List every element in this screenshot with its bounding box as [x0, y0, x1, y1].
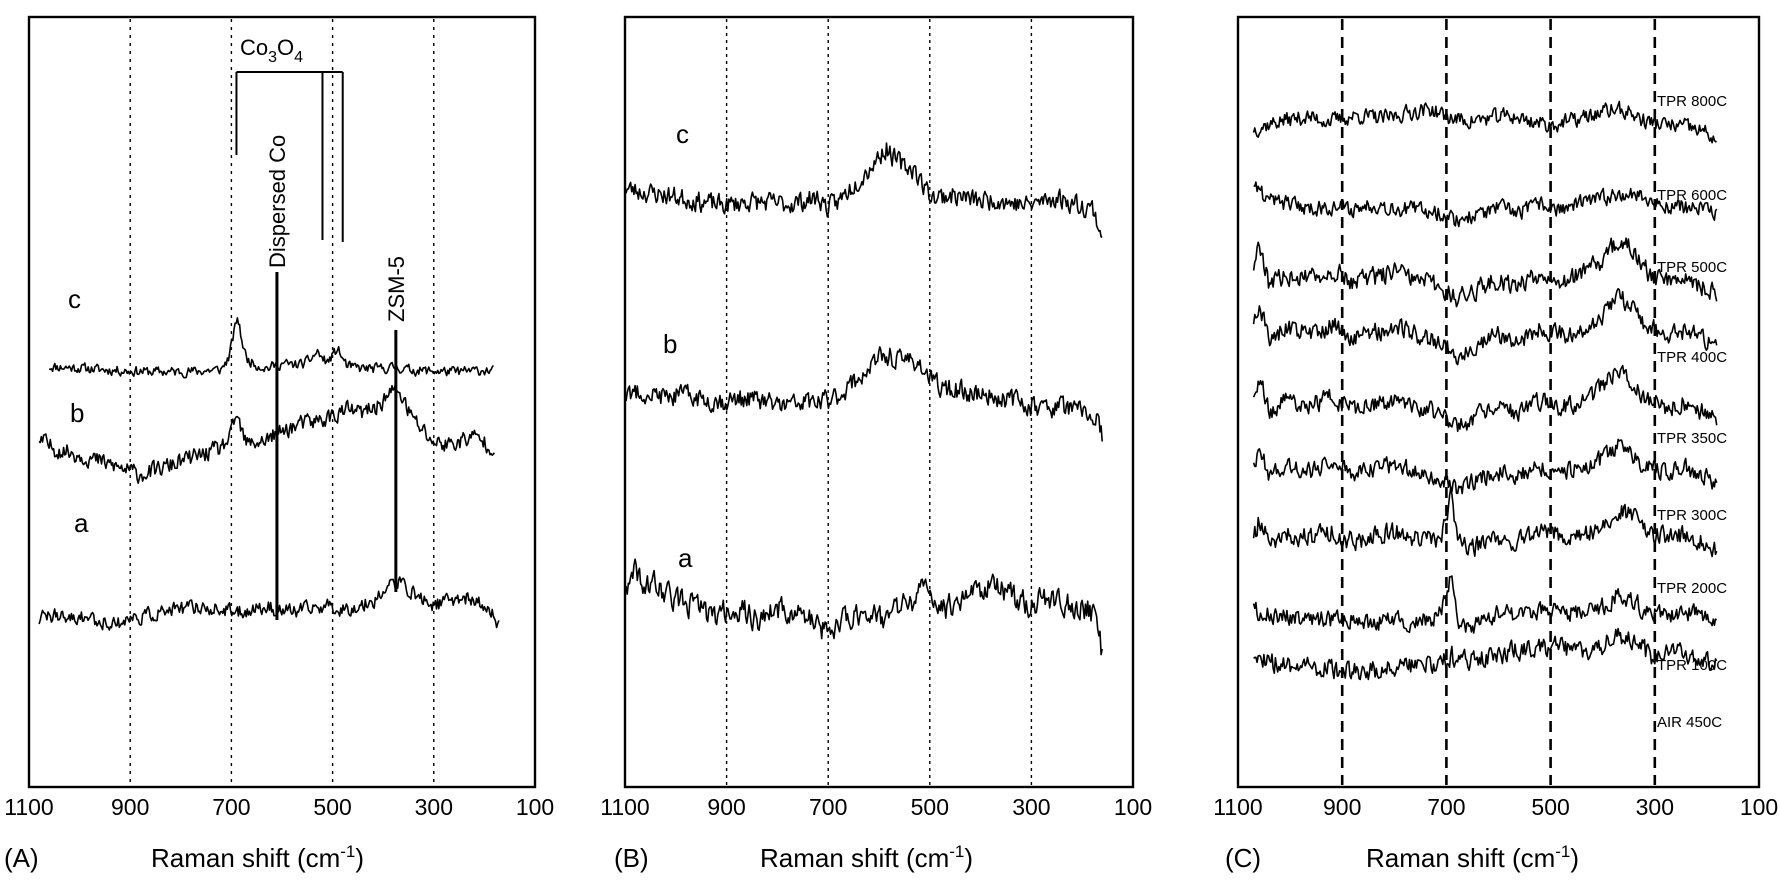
series-label-tpr-300c: TPR 300C	[1657, 507, 1727, 524]
tick-label-700: 700	[212, 794, 250, 820]
curve-label-b: b	[70, 398, 84, 428]
series-label-tpr-200c: TPR 200C	[1657, 580, 1727, 597]
tick-label-300: 300	[1636, 794, 1674, 820]
curve-label-a: a	[74, 508, 89, 538]
series-label-tpr-600c: TPR 600C	[1657, 187, 1727, 204]
series-c	[624, 142, 1103, 238]
series-tpr-350c	[1252, 364, 1718, 433]
series-label-tpr-400c: TPR 400C	[1657, 349, 1727, 366]
panel-a-frame	[27, 15, 537, 789]
zsm5-label: ZSM-5	[384, 256, 409, 322]
tick-label-300: 300	[1012, 794, 1050, 820]
co3o4-label: Co3O4	[240, 35, 303, 66]
curve-label-c: c	[68, 284, 81, 314]
tick-label-500: 500	[313, 794, 351, 820]
panel-a-xlabel: Raman shift (cm-1)	[151, 842, 364, 873]
panel-b-frame	[623, 15, 1135, 789]
tick-label-100: 100	[516, 794, 554, 820]
dispersed-co-label: Dispersed Co	[265, 135, 290, 268]
series-b	[38, 383, 496, 484]
panel-a-label: (A)	[4, 843, 39, 873]
curve-label-a: a	[678, 543, 693, 573]
tick-label-1100: 1100	[600, 794, 649, 820]
tick-label-500: 500	[1531, 794, 1569, 820]
tick-label-300: 300	[415, 794, 453, 820]
tick-label-1100: 1100	[1213, 794, 1262, 820]
curve-label-c: c	[676, 119, 689, 149]
series-a	[624, 558, 1103, 656]
panel-c: TPR 800C TPR 600C TPR 500C TPR 400C TPR 350C…	[1213, 15, 1778, 873]
panel-b: c b a 1100 900 700 500 300 100 (B) Raman shift …	[600, 15, 1152, 873]
series-tpr-200c	[1252, 486, 1718, 558]
series-tpr-800c	[1252, 100, 1717, 144]
panel-c-xlabel: Raman shift (cm-1)	[1366, 842, 1579, 873]
series-a	[38, 576, 500, 631]
tick-label-100: 100	[1114, 794, 1152, 820]
tick-label-900: 900	[707, 794, 745, 820]
tick-label-900: 900	[111, 794, 149, 820]
series-tpr-100c	[1252, 575, 1718, 634]
tick-label-500: 500	[911, 794, 949, 820]
series-label-tpr-350c: TPR 350C	[1657, 430, 1727, 447]
series-tpr-500c	[1252, 237, 1718, 308]
curve-label-b: b	[663, 329, 677, 359]
panel-b-label: (B)	[614, 843, 649, 873]
series-label-air-450c: AIR 450C	[1657, 714, 1722, 731]
panel-c-frame	[1236, 15, 1761, 789]
panel-a: c b a Co3O4 Dispersed Co ZSM-5 1100 900 700 500 3…	[4, 15, 554, 873]
tick-label-1100: 1100	[4, 794, 53, 820]
series-label-tpr-500c: TPR 500C	[1657, 259, 1727, 276]
series-label-tpr-100c: TPR 100C	[1657, 657, 1727, 674]
series-b	[624, 346, 1103, 442]
series-tpr-600c	[1253, 181, 1718, 228]
series-c	[48, 317, 495, 379]
series-label-tpr-800c: TPR 800C	[1657, 93, 1727, 110]
tick-label-700: 700	[1427, 794, 1465, 820]
panel-b-xlabel: Raman shift (cm-1)	[760, 842, 973, 873]
panel-c-label: (C)	[1225, 843, 1261, 873]
series-air-450c	[1253, 627, 1718, 681]
tick-label-100: 100	[1740, 794, 1778, 820]
tick-label-700: 700	[809, 794, 847, 820]
series-tpr-400c	[1252, 287, 1718, 366]
series-tpr-300c	[1252, 438, 1718, 495]
tick-label-900: 900	[1323, 794, 1361, 820]
